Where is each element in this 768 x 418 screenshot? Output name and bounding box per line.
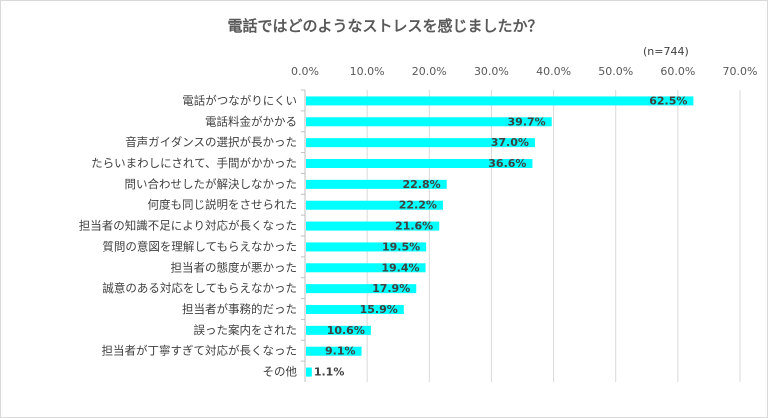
x-tick-label: 20.0% — [412, 65, 447, 78]
data-label: 19.5% — [382, 240, 420, 253]
data-label: 62.5% — [649, 94, 687, 107]
x-tick-label: 30.0% — [474, 65, 509, 78]
data-label: 1.1% — [314, 366, 345, 379]
category-label: 音声ガイダンスの選択が長かった — [125, 135, 297, 149]
bar — [306, 346, 362, 356]
data-label: 36.6% — [488, 157, 526, 170]
category-label: 問い合わせしたが解決しなかった — [125, 177, 298, 191]
data-label: 17.9% — [372, 282, 410, 295]
x-tick-label: 50.0% — [598, 65, 633, 78]
x-tick-label: 60.0% — [660, 65, 695, 78]
data-label: 22.2% — [399, 199, 437, 212]
sample-size-note: (n=744) — [643, 45, 689, 58]
category-label: 質問の意図を理解してもらえなかった — [102, 239, 297, 253]
data-label: 37.0% — [491, 136, 529, 149]
category-label: 誤った案内をされた — [194, 323, 298, 337]
data-label: 15.9% — [360, 303, 398, 316]
category-label: 担当者の知識不足により対応が長くなった — [79, 219, 297, 233]
bar — [306, 117, 552, 127]
data-label: 22.8% — [403, 178, 441, 191]
category-label: 担当者の態度が悪かった — [171, 260, 298, 274]
bar — [306, 221, 440, 231]
category-label: 担当者が事務的だった — [182, 302, 297, 316]
bar — [306, 242, 427, 252]
category-label: 電話がつながりにくい — [182, 93, 297, 107]
category-label: たらいまわしにされて、手間がかかった — [91, 156, 297, 170]
bar — [306, 367, 312, 377]
data-label: 21.6% — [395, 220, 433, 233]
category-label: 誠意のある対応をしてもらえなかった — [102, 281, 297, 295]
x-tick-label: 70.0% — [723, 65, 758, 78]
data-label: 19.4% — [381, 261, 419, 274]
bar — [306, 263, 426, 273]
data-label: 39.7% — [508, 115, 546, 128]
bar — [306, 305, 404, 314]
chart-title: 電話ではどのようなストレスを感じましたか？ — [227, 17, 543, 35]
x-tick-label: 40.0% — [536, 65, 571, 78]
bar — [306, 325, 371, 335]
data-label: 10.6% — [327, 324, 365, 337]
category-label: 何度も同じ説明をさせられた — [148, 198, 298, 212]
bar — [306, 159, 533, 168]
bar — [306, 138, 535, 148]
bar — [306, 200, 443, 210]
bar — [306, 96, 694, 106]
bar — [306, 179, 447, 189]
category-label: その他 — [263, 365, 298, 379]
bar — [306, 284, 417, 294]
x-tick-label: 0.0% — [291, 65, 319, 78]
x-tick-label: 10.0% — [350, 65, 385, 78]
data-label: 9.1% — [325, 345, 356, 358]
category-label: 電話料金がかかる — [205, 114, 297, 128]
category-label: 担当者が丁寧すぎて対応が長くなった — [102, 344, 298, 358]
